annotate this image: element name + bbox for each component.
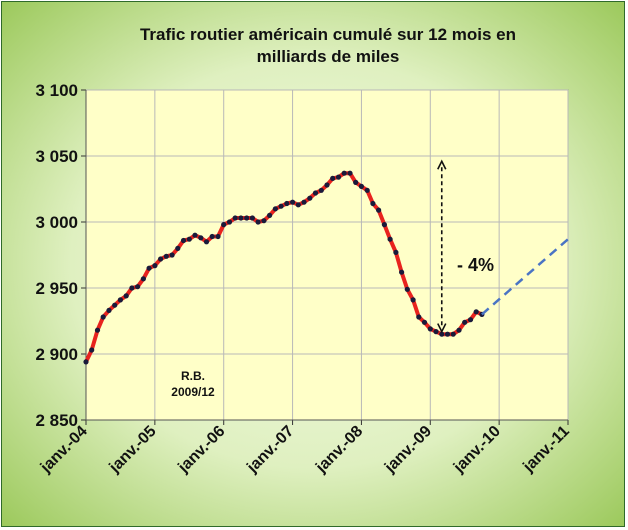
data-point <box>301 199 307 205</box>
data-point <box>255 219 261 225</box>
x-tick-label: janv.-06 <box>175 423 229 477</box>
data-point <box>261 218 267 224</box>
change-arrow-head-up <box>437 159 447 170</box>
data-point <box>238 215 244 221</box>
data-point <box>146 265 152 271</box>
data-point <box>244 215 250 221</box>
traffic-line <box>84 171 484 364</box>
annotations: R.B. 2009/12 - 4% <box>171 159 494 399</box>
data-point <box>467 317 474 323</box>
plot-area <box>85 89 569 421</box>
data-point <box>89 347 95 353</box>
data-point <box>330 175 336 181</box>
y-tick-label: 2 900 <box>35 345 78 364</box>
data-point <box>221 222 227 228</box>
data-point <box>140 276 146 282</box>
signature-date: 2009/12 <box>171 385 215 399</box>
data-point <box>450 331 456 337</box>
data-point <box>370 200 376 207</box>
data-point <box>456 327 462 333</box>
data-point <box>249 215 255 221</box>
data-point <box>284 200 290 207</box>
data-point <box>421 319 428 325</box>
data-point <box>272 206 278 212</box>
data-point <box>278 203 284 209</box>
data-point <box>112 302 118 308</box>
data-point <box>152 263 158 269</box>
data-point <box>129 285 135 291</box>
data-point <box>290 199 296 205</box>
data-point <box>83 359 89 365</box>
data-point <box>439 331 445 337</box>
data-point <box>117 297 123 303</box>
x-tick-label: janv.-04 <box>37 423 91 477</box>
chart-title-line-1: Trafic routier américain cumulé sur 12 m… <box>140 25 516 44</box>
data-point <box>404 286 410 292</box>
change-arrow-head-down <box>437 323 447 334</box>
trend-projection-line <box>481 238 569 316</box>
data-point <box>186 236 192 242</box>
signature-label: R.B. <box>181 369 205 383</box>
data-point <box>462 319 468 325</box>
data-point <box>267 212 273 218</box>
y-tick-label: 2 950 <box>35 279 78 298</box>
data-point <box>376 207 382 213</box>
data-point <box>353 179 359 185</box>
data-point <box>444 331 451 337</box>
data-point <box>226 219 233 225</box>
data-point <box>335 174 342 180</box>
data-point <box>393 249 399 255</box>
x-tick-label: janv.-07 <box>243 423 297 477</box>
data-point <box>158 256 164 262</box>
data-point <box>307 195 313 201</box>
data-point <box>100 314 106 320</box>
data-point <box>347 170 353 176</box>
data-point <box>215 233 221 240</box>
data-point <box>387 236 393 242</box>
x-tick-label: janv.-11 <box>519 423 572 476</box>
data-point <box>318 187 324 193</box>
grid <box>86 89 569 420</box>
data-point <box>324 182 330 188</box>
data-point <box>295 202 301 208</box>
data-point <box>169 252 175 258</box>
data-point <box>364 187 370 193</box>
y-tick-label: 3 000 <box>35 213 78 232</box>
data-point <box>123 293 129 299</box>
data-point <box>399 269 405 275</box>
data-point <box>358 183 364 189</box>
data-point <box>381 222 387 228</box>
data-point <box>433 329 439 335</box>
y-tick-label: 3 100 <box>35 81 78 100</box>
x-tick-label: janv.-10 <box>450 423 504 477</box>
x-tick-label: janv.-08 <box>312 423 366 477</box>
change-label: - 4% <box>457 255 494 275</box>
data-point <box>135 284 141 290</box>
y-tick-label: 3 050 <box>35 147 78 166</box>
data-point <box>341 170 347 176</box>
data-point <box>232 215 238 221</box>
data-point <box>416 314 422 320</box>
data-point <box>473 309 479 315</box>
y-tick-label: 2 850 <box>35 411 78 430</box>
data-point <box>106 307 112 313</box>
data-point <box>209 233 215 240</box>
x-tick-label: janv.-05 <box>106 423 160 477</box>
data-point <box>192 232 198 238</box>
chart-title-line-2: milliards de miles <box>257 47 400 66</box>
data-point <box>312 190 319 196</box>
data-point <box>427 326 433 332</box>
data-point <box>163 253 169 259</box>
data-point <box>180 237 187 244</box>
data-point <box>410 297 416 303</box>
data-point <box>203 239 210 245</box>
data-point <box>94 327 101 333</box>
series <box>83 170 569 365</box>
data-point <box>175 245 181 251</box>
x-tick-label: janv.-09 <box>381 423 435 477</box>
data-point <box>198 235 204 241</box>
